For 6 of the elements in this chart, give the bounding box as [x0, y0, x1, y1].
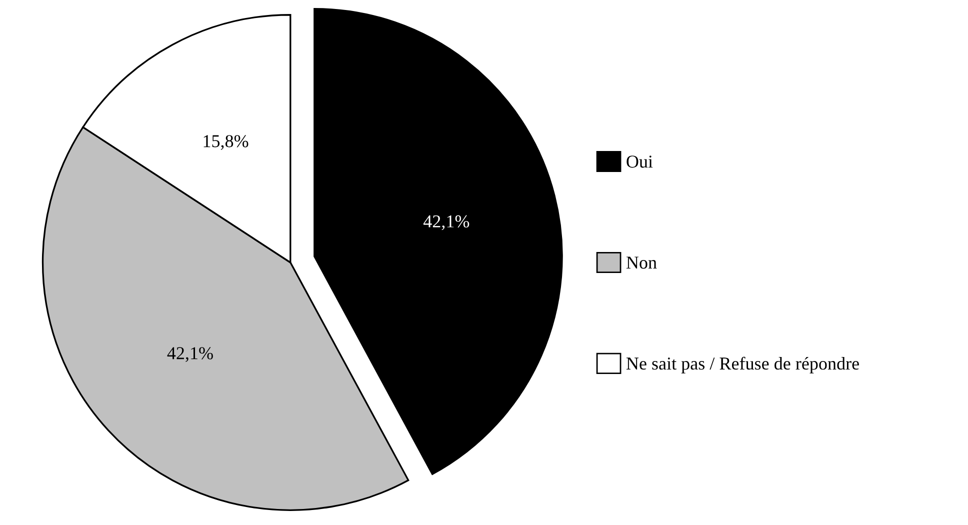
legend-label: Non	[626, 256, 657, 269]
legend-label: Oui	[626, 156, 653, 168]
data-label: 42,1%	[423, 215, 470, 230]
legend-label: Ne sait pas / Refuse de répondre	[626, 356, 859, 374]
data-label: 42,1%	[167, 347, 213, 362]
data-label: 15,8%	[204, 135, 248, 150]
